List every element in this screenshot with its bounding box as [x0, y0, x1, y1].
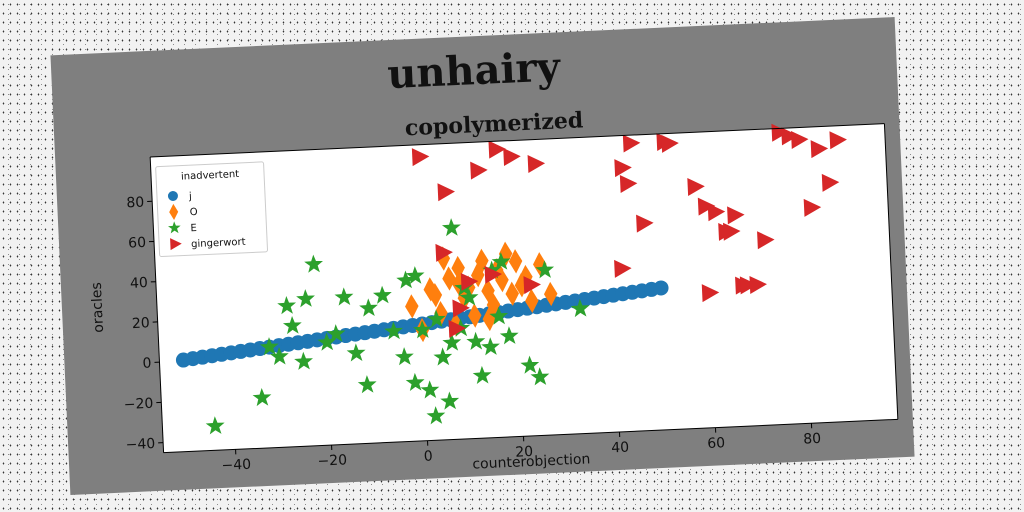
chart-svg: unhairy copolymerized −40 −20 0 20 40 60 80 −40… — [50, 17, 914, 495]
x-axis-label: counterobjection — [472, 451, 591, 472]
y-tick-label: 40 — [130, 275, 149, 292]
y-tick-label: 20 — [132, 315, 151, 332]
x-tick-label: 80 — [803, 431, 822, 448]
legend-label-o: O — [189, 207, 197, 218]
chart-figure: unhairy copolymerized −40 −20 0 20 40 60 80 −40… — [50, 17, 914, 495]
x-tick-label: 40 — [611, 440, 630, 457]
y-tick-label: −40 — [125, 436, 155, 453]
x-tick-label: −20 — [317, 452, 347, 469]
y-axis-label: oracles — [89, 282, 107, 333]
figure-title: unhairy — [386, 43, 562, 98]
y-tick-label: 0 — [142, 356, 152, 372]
y-tick-label: 80 — [126, 195, 145, 212]
x-tick-label: 0 — [423, 448, 433, 464]
y-tick-label: 60 — [128, 235, 147, 252]
chart-title: copolymerized — [404, 107, 583, 141]
x-tick-label: −40 — [221, 457, 251, 474]
legend-label-j: j — [188, 191, 192, 202]
x-tick-label: 60 — [707, 435, 726, 452]
legend-label-e: E — [190, 223, 197, 234]
y-tick-label: −20 — [123, 396, 153, 413]
